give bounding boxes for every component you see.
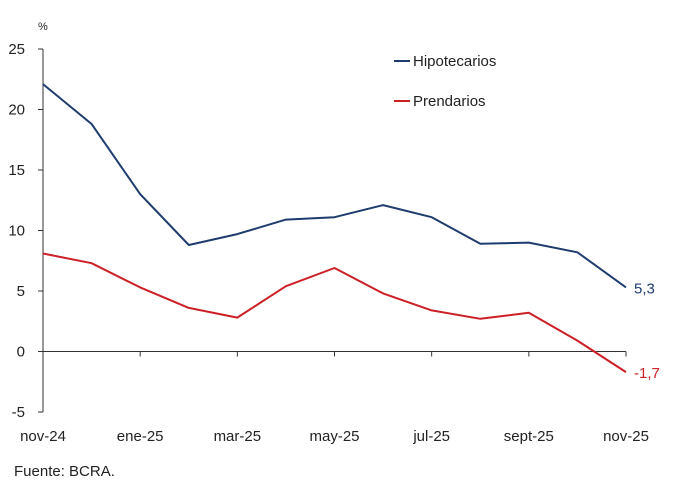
axes <box>42 49 626 412</box>
series-line-prendarios <box>42 252 627 373</box>
x-tick-label: nov-24 <box>20 428 66 445</box>
y-tick-label: 10 <box>8 223 25 240</box>
end-labels: 5,3 -1,7 <box>634 280 660 382</box>
y-unit-label: % <box>38 21 48 33</box>
line-chart: % -5 0 5 10 15 20 25 nov-24 ene-25 mar-25 may-25 j… <box>8 21 660 445</box>
x-tick-label: sept-25 <box>504 428 554 445</box>
x-tick-label: may-25 <box>309 428 359 445</box>
legend: Hipotecarios Prendarios <box>394 53 496 110</box>
series-lines <box>42 83 627 373</box>
y-tick-label: 15 <box>8 162 25 179</box>
y-axis: -5 0 5 10 15 20 25 <box>8 41 43 421</box>
x-tick-label: ene-25 <box>117 428 164 445</box>
x-axis: nov-24 ene-25 mar-25 may-25 jul-25 sept-25 nov… <box>20 351 649 445</box>
y-tick-label: 0 <box>17 344 25 361</box>
x-tick-label: mar-25 <box>214 428 262 445</box>
series-line-hipotecarios <box>42 83 627 289</box>
legend-label-hipotecarios: Hipotecarios <box>413 53 496 70</box>
y-tick-label: 25 <box>8 41 25 58</box>
end-label-prendarios: -1,7 <box>634 365 660 382</box>
y-tick-label: -5 <box>12 404 25 421</box>
x-tick-label: jul-25 <box>412 428 450 445</box>
legend-label-prendarios: Prendarios <box>413 93 486 110</box>
y-tick-label: 5 <box>17 283 25 300</box>
end-label-hipotecarios: 5,3 <box>634 280 655 297</box>
y-tick-label: 20 <box>8 102 25 119</box>
source-note: Fuente: BCRA. <box>14 463 115 480</box>
x-tick-label: nov-25 <box>603 428 649 445</box>
